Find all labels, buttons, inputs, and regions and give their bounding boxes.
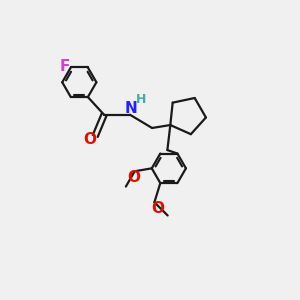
Text: F: F <box>59 58 70 74</box>
Text: O: O <box>83 132 96 147</box>
Text: N: N <box>125 101 138 116</box>
Text: O: O <box>152 201 164 216</box>
Text: H: H <box>136 93 146 106</box>
Text: O: O <box>128 170 141 185</box>
